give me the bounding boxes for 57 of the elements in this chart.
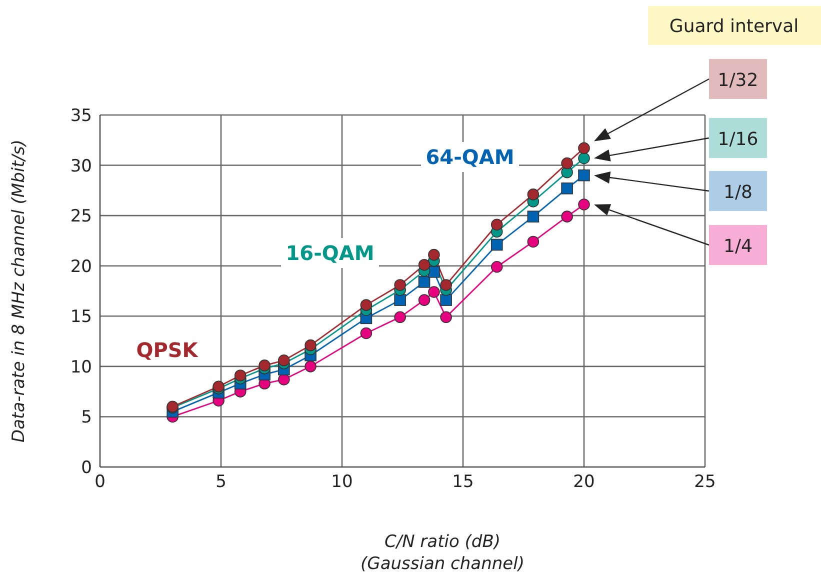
- point: [490, 238, 503, 251]
- y-axis-title: Data-rate in 8 MHz channel (Mbit/s): [9, 140, 30, 442]
- annotation: 16-QAM: [286, 241, 374, 265]
- text: 1/32: [718, 70, 758, 91]
- point: [418, 258, 430, 271]
- point: [490, 218, 503, 231]
- point: [527, 210, 540, 222]
- point: [578, 152, 590, 164]
- point: [418, 276, 430, 288]
- legend-title: Guard interval: [669, 16, 799, 37]
- annotation: QPSK: [136, 338, 200, 362]
- point: [360, 299, 372, 311]
- y-tick-label: 15: [70, 307, 92, 328]
- point: [440, 294, 452, 306]
- y-tick-label: 35: [70, 106, 92, 126]
- point: [428, 286, 440, 298]
- point: [527, 236, 540, 248]
- point: [304, 339, 316, 352]
- point: [561, 210, 573, 222]
- y-tick-label: 25: [70, 206, 92, 227]
- x-tick-label: 0: [94, 472, 106, 492]
- y-tick-label: 20: [70, 256, 92, 277]
- x-axis-title: C/N ratio (dB) (Gaussian channel): [360, 532, 524, 574]
- point: [578, 142, 590, 154]
- point: [578, 169, 590, 182]
- point: [490, 260, 503, 273]
- point: [440, 279, 452, 291]
- text: 1/8: [724, 182, 752, 203]
- y-tick-label: 5: [81, 408, 92, 428]
- text: 1/16: [718, 129, 758, 150]
- point: [578, 198, 590, 210]
- point: [278, 354, 290, 366]
- point: [360, 327, 372, 340]
- point: [278, 374, 290, 386]
- point: [234, 370, 246, 382]
- y-tick-label: 30: [70, 156, 92, 176]
- point: [428, 266, 440, 278]
- point: [394, 294, 406, 306]
- x-tick-label: 15: [452, 472, 474, 492]
- x-tick-label: 5: [216, 472, 226, 492]
- point: [561, 182, 573, 194]
- point: [561, 157, 573, 170]
- point: [394, 311, 406, 324]
- point: [304, 360, 316, 372]
- y-tick-label: 0: [81, 458, 92, 478]
- x-tick-label: 10: [331, 472, 353, 492]
- point: [440, 311, 452, 324]
- x-tick-label: 25: [694, 472, 716, 492]
- point: [418, 294, 430, 306]
- point: [258, 360, 270, 372]
- x-tick-label: 20: [573, 472, 595, 492]
- point: [527, 188, 540, 200]
- text: 1/4: [724, 236, 752, 257]
- y-tick-label: 10: [70, 357, 92, 378]
- annotation: 64-QAM: [426, 145, 514, 169]
- point: [428, 248, 440, 261]
- point: [394, 279, 406, 291]
